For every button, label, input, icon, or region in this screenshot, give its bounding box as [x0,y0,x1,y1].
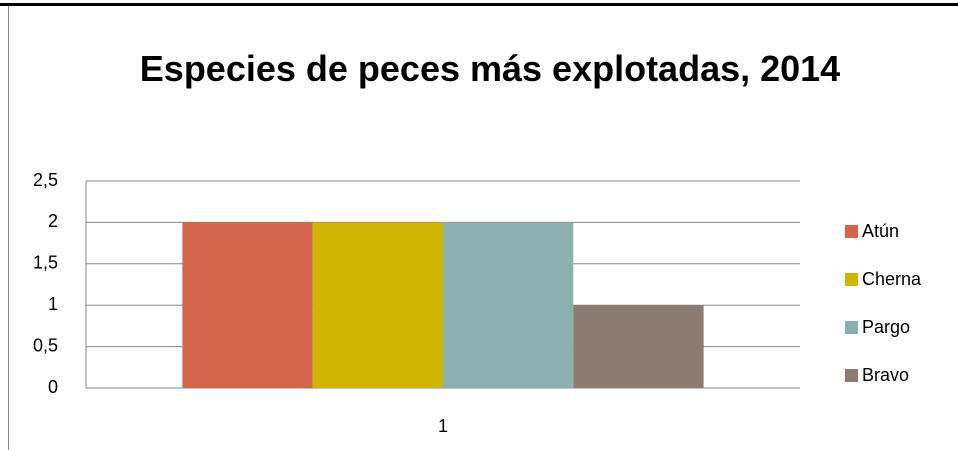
legend-label: Pargo [862,317,910,337]
legend-swatch [845,369,858,382]
y-tick-label: 2,5 [33,170,58,190]
y-tick-label: 0 [48,377,58,397]
y-tick-label: 0,5 [33,335,58,355]
bar [312,222,443,388]
legend-swatch [845,321,858,334]
bar [573,305,704,388]
y-tick-label: 1 [48,294,58,314]
bar [443,222,574,388]
legend-swatch [845,225,858,238]
x-tick-label: 1 [438,416,448,436]
legend-label: Cherna [862,269,922,289]
legend-label: Bravo [862,365,909,385]
bar [182,222,313,388]
y-tick-label: 1,5 [33,253,58,273]
chart-title: Especies de peces más explotadas, 2014 [139,48,841,89]
legend-label: Atún [862,221,899,241]
legend-swatch [845,273,858,286]
y-tick-label: 2 [48,211,58,231]
